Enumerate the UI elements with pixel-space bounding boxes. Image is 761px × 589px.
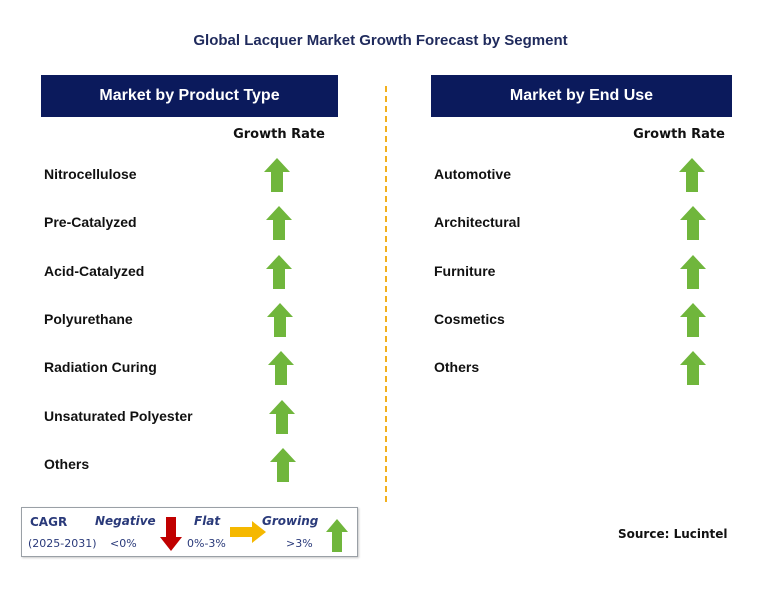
segment-label: Radiation Curing xyxy=(44,359,157,375)
panel-divider xyxy=(385,86,387,502)
page-title: Global Lacquer Market Growth Forecast by… xyxy=(193,32,568,49)
segment-label: Others xyxy=(44,456,90,472)
legend-growing-range: >3% xyxy=(286,537,313,550)
up-arrow-icon xyxy=(326,519,348,552)
segment-label: Furniture xyxy=(434,263,496,279)
growing-arrow-icon xyxy=(270,448,296,487)
cagr-legend: CAGR (2025-2031) Negative <0% Flat 0%-3%… xyxy=(21,507,358,557)
segment-label: Acid-Catalyzed xyxy=(44,263,145,279)
segment-label: Unsaturated Polyester xyxy=(44,408,193,424)
segment-label: Others xyxy=(434,359,480,375)
down-arrow-icon xyxy=(160,517,182,551)
legend-flat-range: 0%-3% xyxy=(187,537,226,550)
segment-label: Polyurethane xyxy=(44,311,133,327)
source-note: Source: Lucintel xyxy=(618,527,728,541)
product-type-header: Market by Product Type xyxy=(41,75,338,117)
growing-arrow-icon xyxy=(266,255,292,294)
segment-label: Cosmetics xyxy=(434,311,505,327)
end-use-growth-label: Growth Rate xyxy=(633,127,725,142)
segment-label: Nitrocellulose xyxy=(44,166,137,182)
growing-arrow-icon xyxy=(680,303,706,342)
legend-growing-label: Growing xyxy=(262,514,319,528)
growing-arrow-icon xyxy=(267,303,293,342)
growing-arrow-icon xyxy=(268,351,294,390)
segment-label: Architectural xyxy=(434,214,521,230)
segment-label: Automotive xyxy=(434,166,511,182)
growing-arrow-icon xyxy=(266,206,292,245)
legend-cagr-label: CAGR xyxy=(30,515,68,529)
legend-flat-label: Flat xyxy=(194,514,221,528)
legend-period: (2025-2031) xyxy=(28,537,97,550)
segment-label: Pre-Catalyzed xyxy=(44,214,137,230)
growing-arrow-icon xyxy=(269,400,295,439)
product-type-growth-label: Growth Rate xyxy=(233,127,325,142)
growing-arrow-icon xyxy=(680,255,706,294)
legend-negative-label: Negative xyxy=(95,514,156,528)
right-arrow-icon xyxy=(230,521,266,543)
end-use-header: Market by End Use xyxy=(431,75,732,117)
growing-arrow-icon xyxy=(680,351,706,390)
growing-arrow-icon xyxy=(679,158,705,197)
growing-arrow-icon xyxy=(264,158,290,197)
growing-arrow-icon xyxy=(680,206,706,245)
legend-negative-range: <0% xyxy=(110,537,137,550)
